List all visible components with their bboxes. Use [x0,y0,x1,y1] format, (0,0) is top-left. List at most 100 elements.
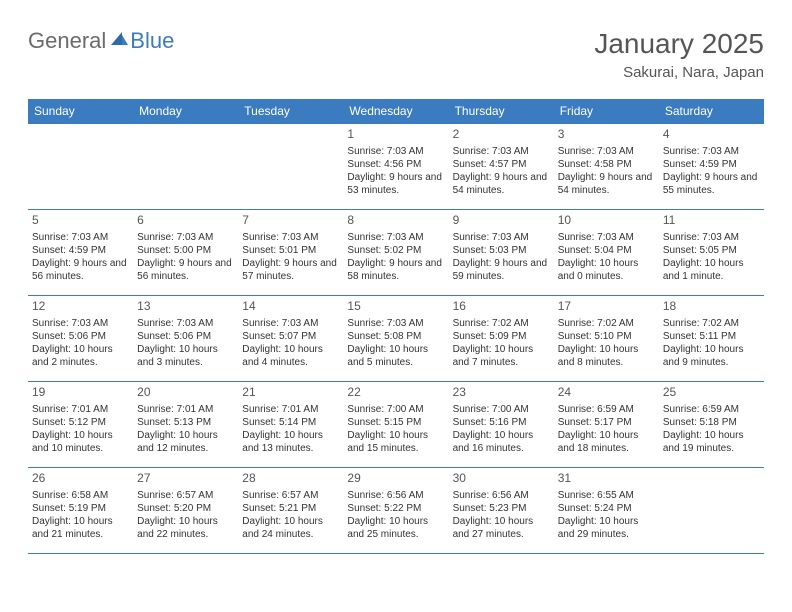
sunset-line: Sunset: 5:07 PM [242,330,339,343]
sunrise-line: Sunrise: 7:01 AM [137,403,234,416]
sunset-line: Sunset: 5:01 PM [242,244,339,257]
weekday-header: Tuesday [238,99,343,124]
day-number: 19 [32,385,129,401]
sunrise-line: Sunrise: 7:01 AM [242,403,339,416]
sunrise-line: Sunrise: 7:00 AM [453,403,550,416]
sunset-line: Sunset: 5:03 PM [453,244,550,257]
title-block: January 2025 Sakurai, Nara, Japan [594,28,764,81]
sunrise-line: Sunrise: 7:02 AM [558,317,655,330]
day-number: 13 [137,299,234,315]
sunrise-line: Sunrise: 7:00 AM [347,403,444,416]
sunset-line: Sunset: 5:14 PM [242,416,339,429]
day-number: 22 [347,385,444,401]
daylight-line: Daylight: 10 hours and 15 minutes. [347,429,444,455]
daylight-line: Daylight: 10 hours and 12 minutes. [137,429,234,455]
calendar-body: 1Sunrise: 7:03 AMSunset: 4:56 PMDaylight… [28,124,764,554]
calendar-day-cell: 22 Sunrise: 7:00 AMSunset: 5:15 PMDayligh… [343,382,448,468]
logo-text-left: General [28,28,106,54]
sunrise-line: Sunrise: 7:03 AM [137,231,234,244]
month-title: January 2025 [594,28,764,60]
calendar-day-cell: 13Sunrise: 7:03 AMSunset: 5:06 PMDayligh… [133,296,238,382]
calendar-page: General Blue January 2025 Sakurai, Nara,… [0,0,792,574]
sunrise-line: Sunrise: 7:03 AM [347,317,444,330]
day-number: 10 [558,213,655,229]
calendar-day-cell: 12Sunrise: 7:03 AMSunset: 5:06 PMDayligh… [28,296,133,382]
daylight-line: Daylight: 10 hours and 9 minutes. [663,343,760,369]
sunset-line: Sunset: 5:15 PM [347,416,444,429]
day-number: 23 [453,385,550,401]
calendar-day-cell: 20Sunrise: 7:01 AMSunset: 5:13 PMDayligh… [133,382,238,468]
day-number: 4 [663,127,760,143]
sunrise-line: Sunrise: 7:03 AM [663,231,760,244]
daylight-line: Daylight: 10 hours and 10 minutes. [32,429,129,455]
calendar-day-cell [28,124,133,210]
day-number: 3 [558,127,655,143]
sunset-line: Sunset: 5:06 PM [137,330,234,343]
day-number: 16 [453,299,550,315]
daylight-line: Daylight: 10 hours and 0 minutes. [558,257,655,283]
calendar-day-cell: 18Sunrise: 7:02 AMSunset: 5:11 PMDayligh… [659,296,764,382]
calendar-day-cell [133,124,238,210]
sunrise-line: Sunrise: 6:57 AM [242,489,339,502]
sunrise-line: Sunrise: 6:56 AM [347,489,444,502]
sunset-line: Sunset: 5:12 PM [32,416,129,429]
daylight-line: Daylight: 10 hours and 22 minutes. [137,515,234,541]
sunrise-line: Sunrise: 6:55 AM [558,489,655,502]
day-number: 14 [242,299,339,315]
calendar-week-row: 12Sunrise: 7:03 AMSunset: 5:06 PMDayligh… [28,296,764,382]
day-number: 9 [453,213,550,229]
sunset-line: Sunset: 5:11 PM [663,330,760,343]
sunrise-line: Sunrise: 6:59 AM [663,403,760,416]
header: General Blue January 2025 Sakurai, Nara,… [28,28,764,81]
daylight-line: Daylight: 10 hours and 8 minutes. [558,343,655,369]
sunset-line: Sunset: 5:18 PM [663,416,760,429]
sunset-line: Sunset: 5:05 PM [663,244,760,257]
calendar-day-cell [659,468,764,554]
daylight-line: Daylight: 10 hours and 3 minutes. [137,343,234,369]
calendar-day-cell: 26Sunrise: 6:58 AMSunset: 5:19 PMDayligh… [28,468,133,554]
day-number: 29 [347,471,444,487]
sunrise-line: Sunrise: 7:03 AM [453,231,550,244]
daylight-line: Daylight: 9 hours and 54 minutes. [558,171,655,197]
sunset-line: Sunset: 5:10 PM [558,330,655,343]
sunrise-line: Sunrise: 7:03 AM [558,231,655,244]
calendar-day-cell [238,124,343,210]
daylight-line: Daylight: 9 hours and 59 minutes. [453,257,550,283]
calendar-day-cell: 7Sunrise: 7:03 AMSunset: 5:01 PMDaylight… [238,210,343,296]
day-number: 5 [32,213,129,229]
day-number: 24 [558,385,655,401]
calendar-day-cell: 19Sunrise: 7:01 AMSunset: 5:12 PMDayligh… [28,382,133,468]
sunset-line: Sunset: 5:21 PM [242,502,339,515]
calendar-day-cell: 5Sunrise: 7:03 AMSunset: 4:59 PMDaylight… [28,210,133,296]
sunrise-line: Sunrise: 7:03 AM [347,231,444,244]
daylight-line: Daylight: 10 hours and 2 minutes. [32,343,129,369]
sunset-line: Sunset: 5:19 PM [32,502,129,515]
sunset-line: Sunset: 5:20 PM [137,502,234,515]
sunset-line: Sunset: 5:09 PM [453,330,550,343]
calendar-day-cell: 24Sunrise: 6:59 AMSunset: 5:17 PMDayligh… [554,382,659,468]
calendar-day-cell: 21Sunrise: 7:01 AMSunset: 5:14 PMDayligh… [238,382,343,468]
logo-sail-icon [109,28,129,54]
day-number: 18 [663,299,760,315]
sunset-line: Sunset: 5:02 PM [347,244,444,257]
sunset-line: Sunset: 5:06 PM [32,330,129,343]
sunrise-line: Sunrise: 7:03 AM [242,317,339,330]
calendar-day-cell: 2Sunrise: 7:03 AMSunset: 4:57 PMDaylight… [449,124,554,210]
calendar-day-cell: 23Sunrise: 7:00 AMSunset: 5:16 PMDayligh… [449,382,554,468]
sunset-line: Sunset: 4:58 PM [558,158,655,171]
sunset-line: Sunset: 4:59 PM [32,244,129,257]
calendar-day-cell: 4Sunrise: 7:03 AMSunset: 4:59 PMDaylight… [659,124,764,210]
daylight-line: Daylight: 10 hours and 29 minutes. [558,515,655,541]
weekday-header: Wednesday [343,99,448,124]
day-number: 17 [558,299,655,315]
day-number: 25 [663,385,760,401]
sunrise-line: Sunrise: 7:03 AM [32,231,129,244]
daylight-line: Daylight: 9 hours and 57 minutes. [242,257,339,283]
calendar-table: Sunday Monday Tuesday Wednesday Thursday… [28,99,764,554]
day-number: 8 [347,213,444,229]
logo-text-right: Blue [130,28,174,54]
daylight-line: Daylight: 9 hours and 56 minutes. [137,257,234,283]
location: Sakurai, Nara, Japan [594,64,764,81]
daylight-line: Daylight: 10 hours and 21 minutes. [32,515,129,541]
sunset-line: Sunset: 4:59 PM [663,158,760,171]
